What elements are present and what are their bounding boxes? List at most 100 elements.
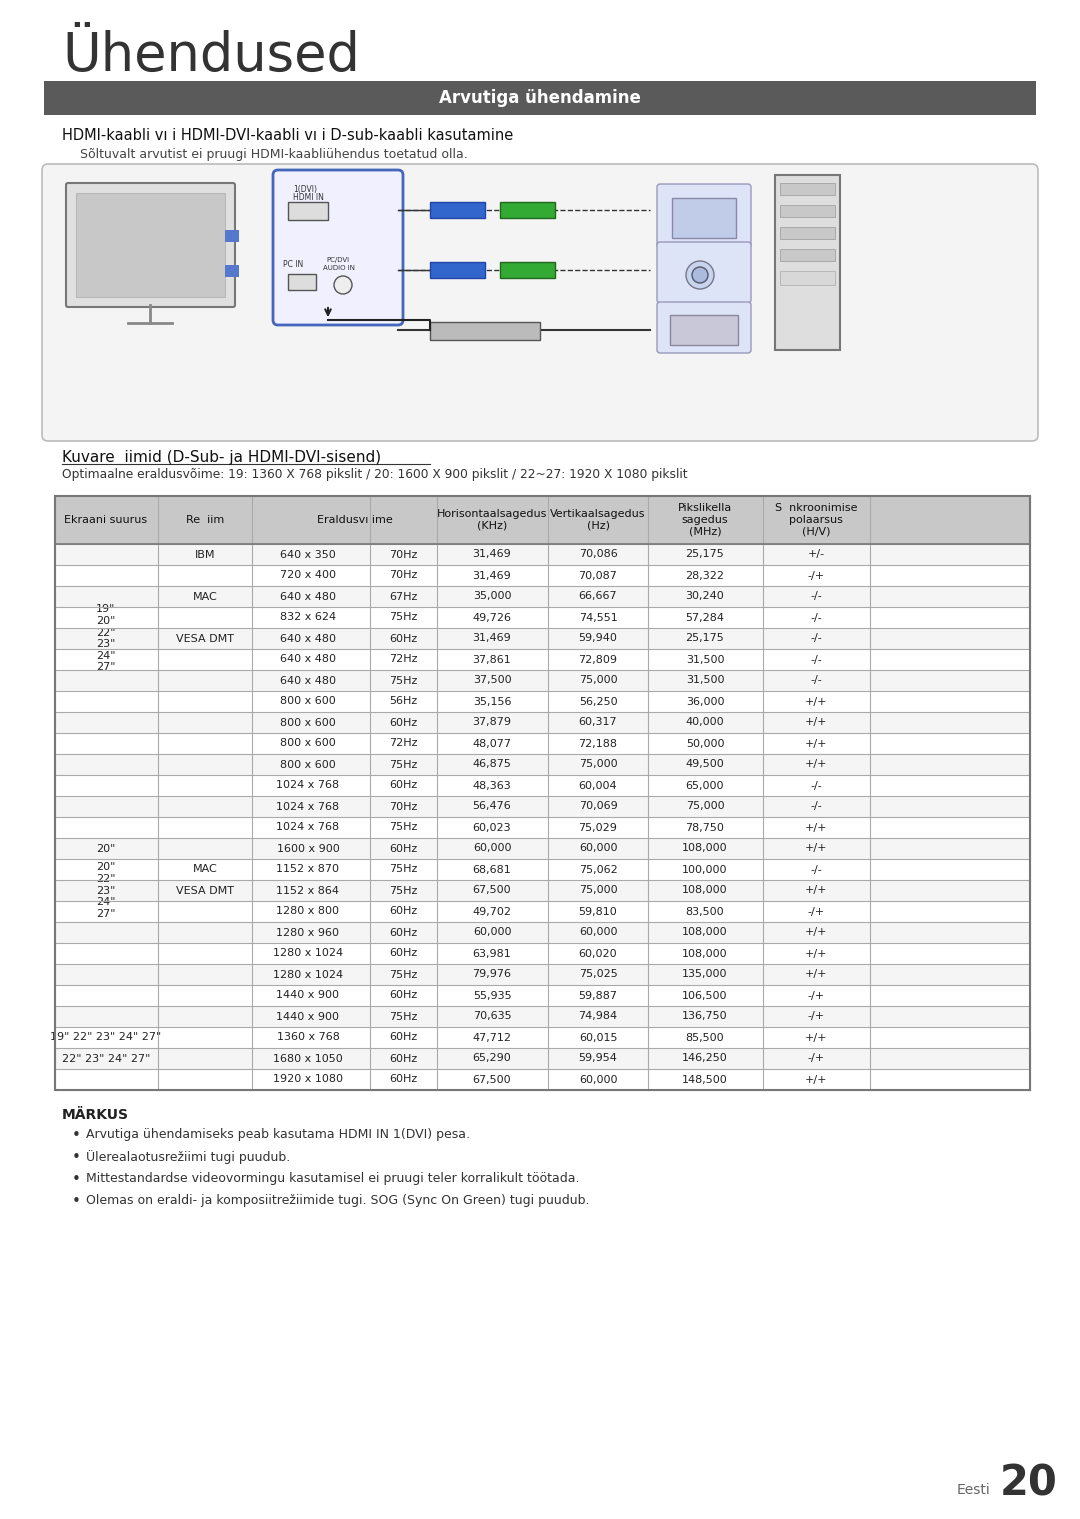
- Text: 70Hz: 70Hz: [389, 802, 417, 811]
- Text: 640 x 350: 640 x 350: [280, 550, 336, 559]
- Bar: [55, 1069, 1030, 1091]
- Text: HDMI-kaabli vı i HDMI-DVI-kaabli vı i D-sub-kaabli kasutamine: HDMI-kaabli vı i HDMI-DVI-kaabli vı i D-…: [62, 128, 513, 143]
- Text: PC/DVI: PC/DVI: [326, 257, 349, 263]
- Circle shape: [686, 261, 714, 289]
- Text: 148,500: 148,500: [683, 1074, 728, 1085]
- Text: 40,000: 40,000: [686, 717, 725, 728]
- Text: 72Hz: 72Hz: [389, 738, 417, 749]
- Bar: [55, 943, 1030, 965]
- Text: +/-: +/-: [808, 550, 824, 559]
- Text: PC IN: PC IN: [283, 260, 303, 269]
- Bar: [55, 649, 1030, 670]
- Text: 60Hz: 60Hz: [389, 907, 417, 916]
- Bar: [55, 922, 1030, 943]
- Text: -/-: -/-: [810, 676, 822, 685]
- Text: 59,887: 59,887: [579, 990, 618, 1001]
- Bar: [430, 322, 540, 340]
- Text: •: •: [72, 1194, 81, 1209]
- FancyBboxPatch shape: [657, 242, 751, 302]
- Text: 72,188: 72,188: [579, 738, 618, 749]
- Text: 75Hz: 75Hz: [389, 886, 417, 896]
- Text: 74,984: 74,984: [579, 1012, 618, 1021]
- Text: 640 x 480: 640 x 480: [280, 676, 336, 685]
- Text: 1280 x 1024: 1280 x 1024: [273, 948, 343, 958]
- Text: 1360 x 768: 1360 x 768: [276, 1033, 339, 1042]
- Text: 31,469: 31,469: [473, 633, 511, 644]
- Text: 60,000: 60,000: [473, 928, 511, 937]
- Bar: [55, 608, 1030, 627]
- Text: 20"
22"
23"
24"
27": 20" 22" 23" 24" 27": [96, 863, 116, 919]
- Text: 60,000: 60,000: [579, 843, 618, 854]
- Text: 60,015: 60,015: [579, 1033, 618, 1042]
- Text: -/+: -/+: [808, 907, 824, 916]
- Text: Vertikaalsagedus
(Hz): Vertikaalsagedus (Hz): [550, 509, 646, 530]
- Text: •: •: [72, 1129, 81, 1142]
- Text: 800 x 600: 800 x 600: [280, 717, 336, 728]
- Text: 1440 x 900: 1440 x 900: [276, 1012, 339, 1021]
- Circle shape: [692, 267, 708, 283]
- Text: 60,004: 60,004: [579, 781, 618, 790]
- Text: 60,000: 60,000: [579, 928, 618, 937]
- Text: 1920 x 1080: 1920 x 1080: [273, 1074, 343, 1085]
- Text: 832 x 624: 832 x 624: [280, 612, 336, 623]
- Text: 146,250: 146,250: [683, 1054, 728, 1063]
- Text: S  nkroonimise
polaarsus
(H/V): S nkroonimise polaarsus (H/V): [774, 503, 858, 536]
- Bar: [55, 586, 1030, 608]
- Text: HDMI IN: HDMI IN: [293, 193, 324, 202]
- Text: 65,000: 65,000: [686, 781, 725, 790]
- Bar: [76, 193, 225, 298]
- Text: 60Hz: 60Hz: [389, 781, 417, 790]
- Text: 74,551: 74,551: [579, 612, 618, 623]
- Text: 63,981: 63,981: [473, 948, 511, 958]
- Text: MAC: MAC: [192, 864, 217, 875]
- Text: 1(DVI): 1(DVI): [293, 185, 318, 194]
- Bar: [55, 965, 1030, 984]
- Circle shape: [334, 276, 352, 295]
- Text: 60Hz: 60Hz: [389, 928, 417, 937]
- Bar: [430, 202, 485, 219]
- Text: 640 x 480: 640 x 480: [280, 633, 336, 644]
- Bar: [55, 627, 1030, 649]
- Text: 800 x 600: 800 x 600: [280, 697, 336, 706]
- Text: 83,500: 83,500: [686, 907, 725, 916]
- Text: 640 x 480: 640 x 480: [280, 655, 336, 664]
- Text: +/+: +/+: [805, 1074, 827, 1085]
- Text: 72,809: 72,809: [579, 655, 618, 664]
- Text: 35,156: 35,156: [473, 697, 511, 706]
- Text: -/-: -/-: [810, 781, 822, 790]
- Text: 31,500: 31,500: [686, 655, 725, 664]
- Text: +/+: +/+: [805, 760, 827, 770]
- Text: 59,940: 59,940: [579, 633, 618, 644]
- Text: 48,077: 48,077: [473, 738, 512, 749]
- Bar: [55, 670, 1030, 691]
- Text: 1440 x 900: 1440 x 900: [276, 990, 339, 1001]
- Text: 75,029: 75,029: [579, 822, 618, 832]
- Text: +/+: +/+: [805, 928, 827, 937]
- Text: 1152 x 870: 1152 x 870: [276, 864, 339, 875]
- Text: 31,500: 31,500: [686, 676, 725, 685]
- Text: 106,500: 106,500: [683, 990, 728, 1001]
- Text: 59,810: 59,810: [579, 907, 618, 916]
- Text: 60,020: 60,020: [579, 948, 618, 958]
- Bar: [55, 544, 1030, 565]
- Text: 36,000: 36,000: [686, 697, 725, 706]
- Text: 108,000: 108,000: [683, 928, 728, 937]
- Text: 70,086: 70,086: [579, 550, 618, 559]
- Text: 48,363: 48,363: [473, 781, 511, 790]
- Text: +/+: +/+: [805, 969, 827, 980]
- Text: 37,879: 37,879: [473, 717, 512, 728]
- Text: 60Hz: 60Hz: [389, 1033, 417, 1042]
- Text: Optimaalne eraldusvõime: 19: 1360 X 768 pikslit / 20: 1600 X 900 pikslit / 22~27: Optimaalne eraldusvõime: 19: 1360 X 768 …: [62, 468, 688, 482]
- Text: Olemas on eraldi- ja komposiitrežiimide tugi. SOG (Sync On Green) tugi puudub.: Olemas on eraldi- ja komposiitrežiimide …: [86, 1194, 590, 1208]
- Text: 19" 22" 23" 24" 27": 19" 22" 23" 24" 27": [51, 1033, 162, 1042]
- Text: +/+: +/+: [805, 822, 827, 832]
- Text: 60Hz: 60Hz: [389, 990, 417, 1001]
- Text: +/+: +/+: [805, 738, 827, 749]
- Text: 75Hz: 75Hz: [389, 864, 417, 875]
- Bar: [55, 880, 1030, 901]
- Text: Ühendused: Ühendused: [62, 30, 360, 82]
- Text: 1600 x 900: 1600 x 900: [276, 843, 339, 854]
- Text: 1280 x 960: 1280 x 960: [276, 928, 339, 937]
- Text: 75Hz: 75Hz: [389, 969, 417, 980]
- Bar: [55, 753, 1030, 775]
